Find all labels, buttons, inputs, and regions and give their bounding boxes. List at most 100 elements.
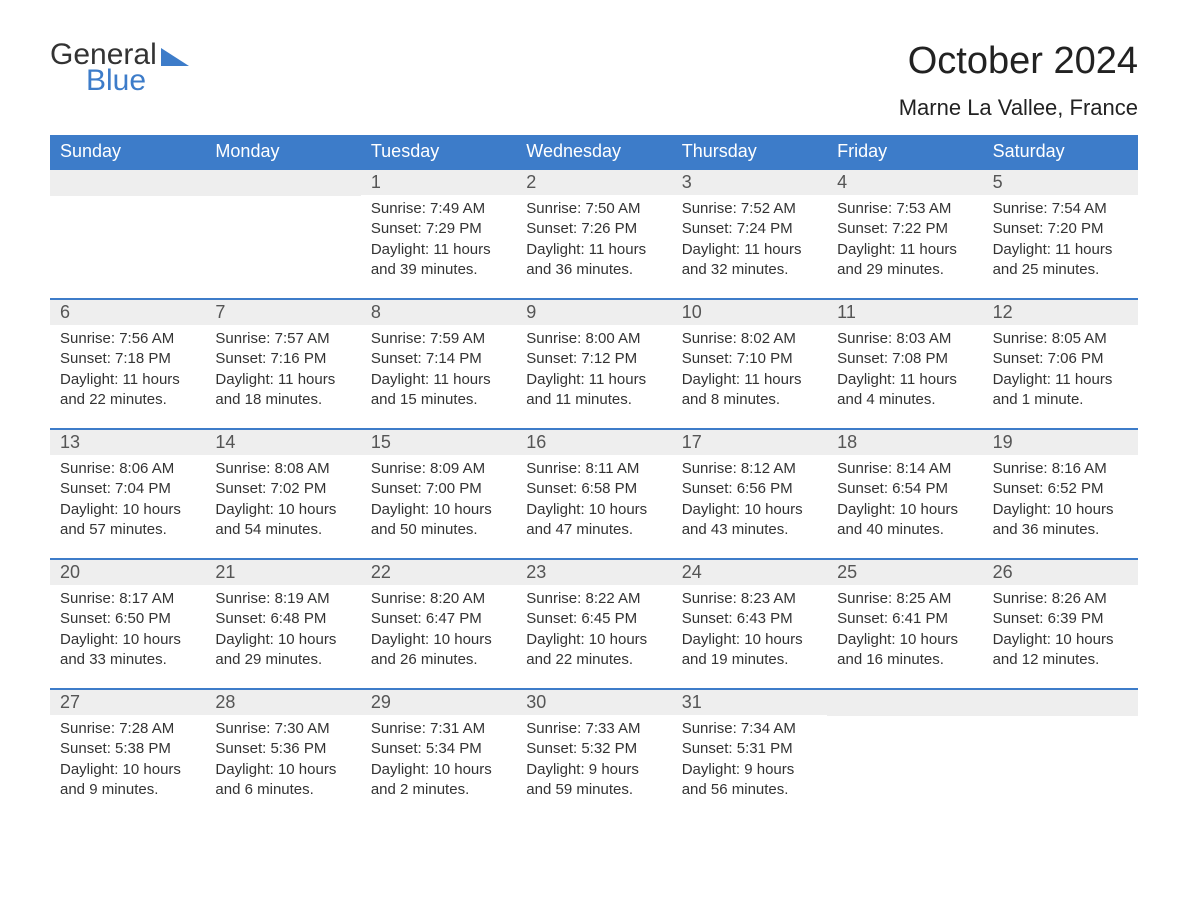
day-number: 21 [205,560,360,585]
sunrise-text: Sunrise: 7:50 AM [526,199,661,219]
sunrise-text: Sunrise: 7:59 AM [371,329,506,349]
sunrise-text: Sunrise: 7:53 AM [837,199,972,219]
day-cell: 25Sunrise: 8:25 AMSunset: 6:41 PMDayligh… [827,560,982,688]
sunrise-text: Sunrise: 7:54 AM [993,199,1128,219]
day-cell: 6Sunrise: 7:56 AMSunset: 7:18 PMDaylight… [50,300,205,428]
day-cell [983,690,1138,818]
sunset-text: Sunset: 7:20 PM [993,219,1128,239]
daylight-text: Daylight: 11 hours and 11 minutes. [526,370,661,411]
day-number: 12 [983,300,1138,325]
dow-sunday: Sunday [50,135,205,168]
daylight-text: Daylight: 10 hours and 16 minutes. [837,630,972,671]
day-number: 17 [672,430,827,455]
sunset-text: Sunset: 5:38 PM [60,739,195,759]
daylight-text: Daylight: 10 hours and 19 minutes. [682,630,817,671]
sunrise-text: Sunrise: 7:30 AM [215,719,350,739]
day-number: 18 [827,430,982,455]
day-cell: 5 Sunrise: 7:54 AMSunset: 7:20 PMDaylight… [983,170,1138,298]
day-body: Sunrise: 7:30 AMSunset: 5:36 PMDaylight:… [205,715,360,810]
sunrise-text: Sunrise: 7:56 AM [60,329,195,349]
sunrise-text: Sunrise: 8:06 AM [60,459,195,479]
daylight-text: Daylight: 10 hours and 6 minutes. [215,760,350,801]
sunset-text: Sunset: 7:24 PM [682,219,817,239]
daylight-text: Daylight: 10 hours and 47 minutes. [526,500,661,541]
day-body: Sunrise: 7:50 AMSunset: 7:26 PMDaylight:… [516,195,671,290]
sunrise-text: Sunrise: 8:05 AM [993,329,1128,349]
day-body: Sunrise: 7:33 AMSunset: 5:32 PMDaylight:… [516,715,671,810]
daylight-text: Daylight: 10 hours and 43 minutes. [682,500,817,541]
sunset-text: Sunset: 7:16 PM [215,349,350,369]
day-cell: 18Sunrise: 8:14 AMSunset: 6:54 PMDayligh… [827,430,982,558]
dow-wednesday: Wednesday [516,135,671,168]
sunrise-text: Sunrise: 7:28 AM [60,719,195,739]
sunrise-text: Sunrise: 7:31 AM [371,719,506,739]
day-body: Sunrise: 8:08 AMSunset: 7:02 PMDaylight:… [205,455,360,550]
day-number: 15 [361,430,516,455]
header: General Blue October 2024 Marne La Valle… [50,40,1138,121]
daylight-text: Daylight: 10 hours and 40 minutes. [837,500,972,541]
sunset-text: Sunset: 5:36 PM [215,739,350,759]
sunset-text: Sunset: 7:00 PM [371,479,506,499]
day-cell: 24Sunrise: 8:23 AMSunset: 6:43 PMDayligh… [672,560,827,688]
sunset-text: Sunset: 6:52 PM [993,479,1128,499]
sunset-text: Sunset: 6:56 PM [682,479,817,499]
day-body: Sunrise: 7:52 AMSunset: 7:24 PMDaylight:… [672,195,827,290]
day-body: Sunrise: 8:17 AMSunset: 6:50 PMDaylight:… [50,585,205,680]
sunset-text: Sunset: 7:02 PM [215,479,350,499]
sunrise-text: Sunrise: 8:20 AM [371,589,506,609]
logo: General Blue [50,40,189,96]
day-body: Sunrise: 7:49 AMSunset: 7:29 PMDaylight:… [361,195,516,290]
sunset-text: Sunset: 7:08 PM [837,349,972,369]
daylight-text: Daylight: 11 hours and 8 minutes. [682,370,817,411]
day-number: 14 [205,430,360,455]
sunset-text: Sunset: 6:48 PM [215,609,350,629]
day-body: Sunrise: 8:16 AMSunset: 6:52 PMDaylight:… [983,455,1138,550]
day-body: Sunrise: 8:20 AMSunset: 6:47 PMDaylight:… [361,585,516,680]
sunset-text: Sunset: 7:04 PM [60,479,195,499]
sunset-text: Sunset: 6:58 PM [526,479,661,499]
day-cell: 28Sunrise: 7:30 AMSunset: 5:36 PMDayligh… [205,690,360,818]
logo-text-blue: Blue [86,66,189,96]
daylight-text: Daylight: 11 hours and 4 minutes. [837,370,972,411]
sunset-text: Sunset: 7:22 PM [837,219,972,239]
day-number: 27 [50,690,205,715]
sunset-text: Sunset: 7:12 PM [526,349,661,369]
sunrise-text: Sunrise: 7:33 AM [526,719,661,739]
sunrise-text: Sunrise: 8:12 AM [682,459,817,479]
daylight-text: Daylight: 11 hours and 15 minutes. [371,370,506,411]
day-cell: 19Sunrise: 8:16 AMSunset: 6:52 PMDayligh… [983,430,1138,558]
daylight-text: Daylight: 11 hours and 1 minute. [993,370,1128,411]
dow-saturday: Saturday [983,135,1138,168]
day-body: Sunrise: 7:57 AMSunset: 7:16 PMDaylight:… [205,325,360,420]
day-number: 5 [983,170,1138,195]
sunset-text: Sunset: 5:34 PM [371,739,506,759]
week-row: 27 Sunrise: 7:28 AMSunset: 5:38 PM Dayligh… [50,688,1138,818]
day-cell: 16Sunrise: 8:11 AMSunset: 6:58 PMDayligh… [516,430,671,558]
day-number: 24 [672,560,827,585]
day-cell [50,170,205,298]
day-number [827,690,982,716]
sunset-text: Sunset: 6:41 PM [837,609,972,629]
day-cell: 22Sunrise: 8:20 AMSunset: 6:47 PMDayligh… [361,560,516,688]
day-cell: 26Sunrise: 8:26 AMSunset: 6:39 PMDayligh… [983,560,1138,688]
day-number [205,170,360,196]
daylight-text: Daylight: 11 hours and 18 minutes. [215,370,350,411]
dow-friday: Friday [827,135,982,168]
day-cell: 1Sunrise: 7:49 AMSunset: 7:29 PMDaylight… [361,170,516,298]
sunrise-text: Sunrise: 8:23 AM [682,589,817,609]
day-number: 6 [50,300,205,325]
sunrise-text: Sunrise: 7:49 AM [371,199,506,219]
day-body: Sunrise: 8:19 AMSunset: 6:48 PMDaylight:… [205,585,360,680]
sunrise-text: Sunrise: 8:25 AM [837,589,972,609]
day-number: 13 [50,430,205,455]
day-body: Sunrise: 8:12 AMSunset: 6:56 PMDaylight:… [672,455,827,550]
day-cell: 10Sunrise: 8:02 AMSunset: 7:10 PMDayligh… [672,300,827,428]
daylight-text: Daylight: 11 hours and 25 minutes. [993,240,1128,281]
daylight-text: Daylight: 10 hours and 22 minutes. [526,630,661,671]
day-cell: 3Sunrise: 7:52 AMSunset: 7:24 PMDaylight… [672,170,827,298]
sunset-text: Sunset: 6:45 PM [526,609,661,629]
day-number: 7 [205,300,360,325]
sunset-text: Sunset: 6:39 PM [993,609,1128,629]
dow-monday: Monday [205,135,360,168]
daylight-text: Daylight: 10 hours and 57 minutes. [60,500,195,541]
